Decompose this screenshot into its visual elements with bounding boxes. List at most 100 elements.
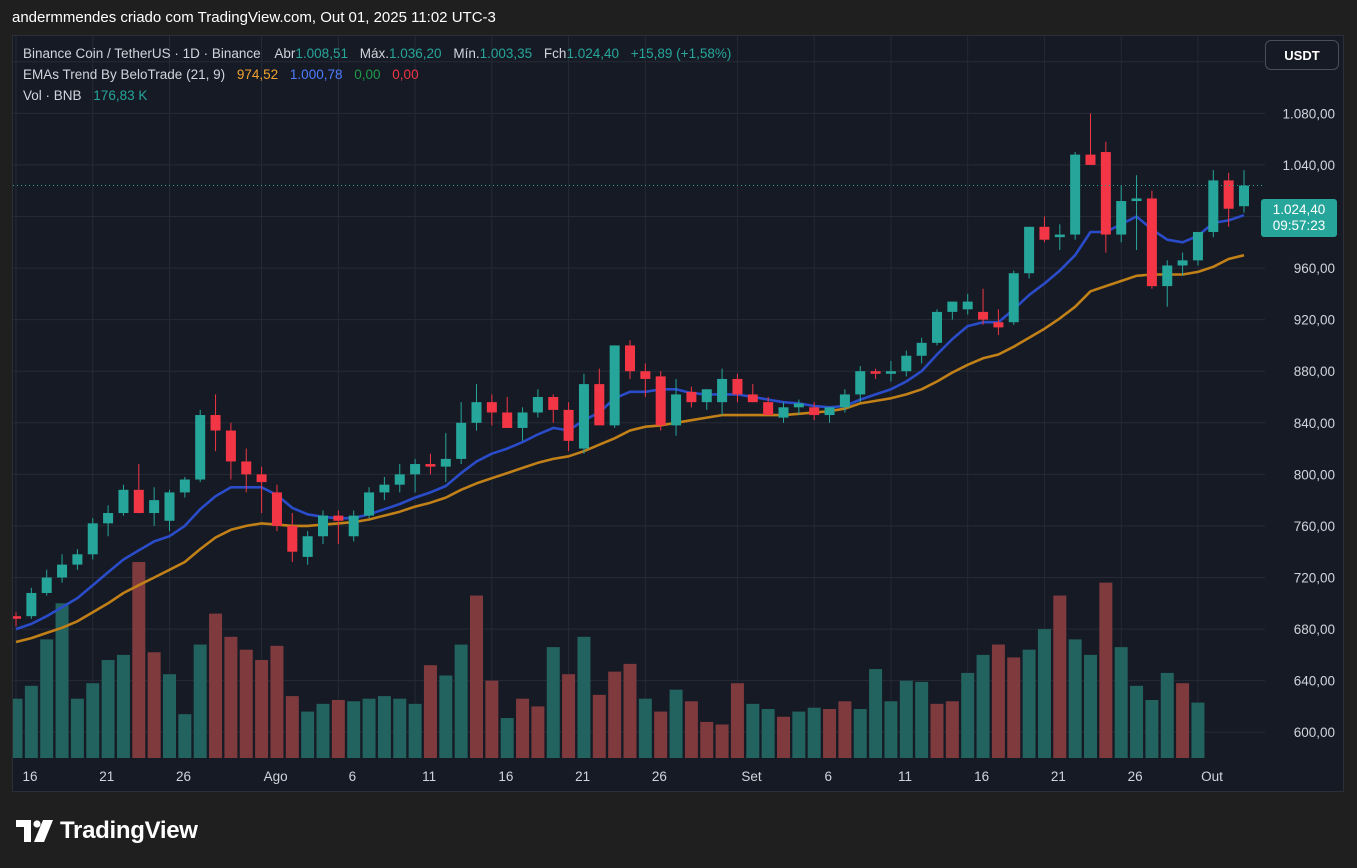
volume-bar — [239, 649, 253, 758]
candle-body — [241, 461, 252, 475]
tradingview-logo[interactable]: TradingView — [16, 816, 198, 846]
candle-body — [318, 515, 328, 537]
volume-bar — [224, 636, 238, 758]
candle-body — [932, 311, 942, 343]
volume-bar — [1114, 647, 1128, 758]
candle-body — [195, 415, 206, 480]
candle-body — [1208, 180, 1219, 232]
candle-body — [1024, 226, 1035, 274]
volume-bar — [178, 714, 192, 758]
price-tick-label: 880,00 — [1294, 364, 1335, 379]
candle-body — [1131, 198, 1142, 202]
ema-fast-value: 1.000,78 — [289, 67, 343, 82]
volume-bar — [1022, 649, 1036, 758]
candle-body — [302, 536, 313, 557]
price-tick-label: 600,00 — [1294, 725, 1335, 740]
change-value: +15,89 (+1,58%) — [630, 46, 732, 61]
volume-bar — [1145, 699, 1159, 758]
time-tick-label: Ago — [264, 769, 288, 784]
close-value: 1.024,40 — [566, 46, 619, 61]
volume-bar — [884, 701, 898, 758]
currency-button[interactable]: USDT — [1265, 40, 1339, 70]
candle-body — [578, 384, 589, 449]
volume-bar — [1053, 595, 1067, 758]
price-tick-label: 640,00 — [1294, 674, 1335, 689]
candle-body — [13, 616, 21, 619]
candle-body — [901, 355, 912, 372]
volume-bar — [746, 703, 760, 758]
candle-body — [26, 592, 37, 617]
volume-bar — [1037, 629, 1051, 758]
candle-body — [625, 345, 635, 372]
open-label: Abr — [274, 46, 296, 61]
candle-body — [747, 394, 758, 403]
time-tick-label: 21 — [99, 769, 114, 784]
volume-bar — [1191, 702, 1205, 758]
volume-bar — [715, 724, 729, 758]
candle-body — [1100, 152, 1111, 235]
volume-bar — [147, 652, 161, 758]
candle-body — [1162, 265, 1173, 287]
volume-bar — [654, 711, 668, 758]
chart-panel[interactable]: 600,00 640,00 680,00 720,00 760,00 800,00 840,… — [12, 35, 1344, 792]
volume-bar — [270, 645, 284, 758]
volume-value: 176,83 K — [93, 88, 148, 103]
price-tick-label: 720,00 — [1294, 571, 1335, 586]
candle-body — [1054, 234, 1065, 238]
candle-body — [870, 371, 881, 374]
volume-bar — [930, 703, 944, 758]
volume-bar — [899, 680, 913, 758]
last-price-tag: 1.024,40 09:57:23 — [1261, 199, 1337, 237]
candle-body — [410, 464, 421, 475]
time-tick-label: 16 — [498, 769, 513, 784]
volume-bar — [976, 654, 990, 758]
volume-bar — [638, 698, 652, 758]
ema-fast-line — [15, 213, 1245, 631]
candle-body — [793, 403, 804, 408]
volume-bar — [116, 654, 130, 758]
candle-body — [609, 345, 620, 426]
candle-body — [885, 371, 896, 374]
candle-body — [548, 397, 559, 410]
volume-bar — [823, 709, 837, 758]
volume-bar — [608, 671, 622, 758]
close-label: Fch — [543, 46, 567, 61]
volume-bar — [101, 660, 115, 758]
price-tick-label: 1.040,00 — [1282, 158, 1335, 173]
volume-bar — [393, 698, 407, 758]
volume-bar — [853, 709, 867, 758]
candle-body — [1223, 180, 1234, 209]
price-tick-label: 800,00 — [1294, 467, 1335, 482]
volume-bar — [869, 669, 883, 758]
price-tick-label: 760,00 — [1294, 519, 1335, 534]
volume-bar — [516, 698, 530, 758]
candle-body — [1192, 231, 1203, 261]
indicator-title[interactable]: EMAs Trend By BeloTrade (21, 9) — [23, 67, 226, 82]
candle-body — [993, 322, 1004, 328]
candlestick-chart[interactable]: 600,00 640,00 680,00 720,00 760,00 800,00 840,… — [13, 36, 1343, 791]
candle-body — [809, 407, 820, 416]
candle-body — [916, 342, 927, 356]
candle-body — [287, 525, 298, 552]
candle-body — [686, 391, 697, 403]
volume-bar — [1130, 685, 1144, 758]
candle-body — [440, 458, 451, 467]
low-value: 1.003,35 — [479, 46, 533, 61]
candle-body — [256, 474, 267, 483]
volume-bar — [945, 701, 959, 758]
volume-bar — [193, 644, 207, 758]
indicator-legend: EMAs Trend By BeloTrade (21, 9) 974,52 1… — [23, 67, 419, 82]
volume-label[interactable]: Vol · BNB — [23, 88, 82, 103]
volume-bar — [700, 721, 714, 758]
volume-bar — [1068, 639, 1082, 758]
volume-bar — [730, 683, 744, 758]
symbol-title[interactable]: Binance Coin / TetherUS · 1D · Binance — [23, 46, 261, 61]
candle-body — [333, 515, 344, 521]
volume-bar — [961, 672, 975, 758]
candle-body — [640, 371, 651, 379]
volume-bar — [470, 595, 483, 758]
time-tick-label: 26 — [1128, 769, 1143, 784]
volume-bar — [577, 636, 591, 758]
volume-bar — [331, 699, 345, 758]
candle-body — [456, 422, 467, 459]
